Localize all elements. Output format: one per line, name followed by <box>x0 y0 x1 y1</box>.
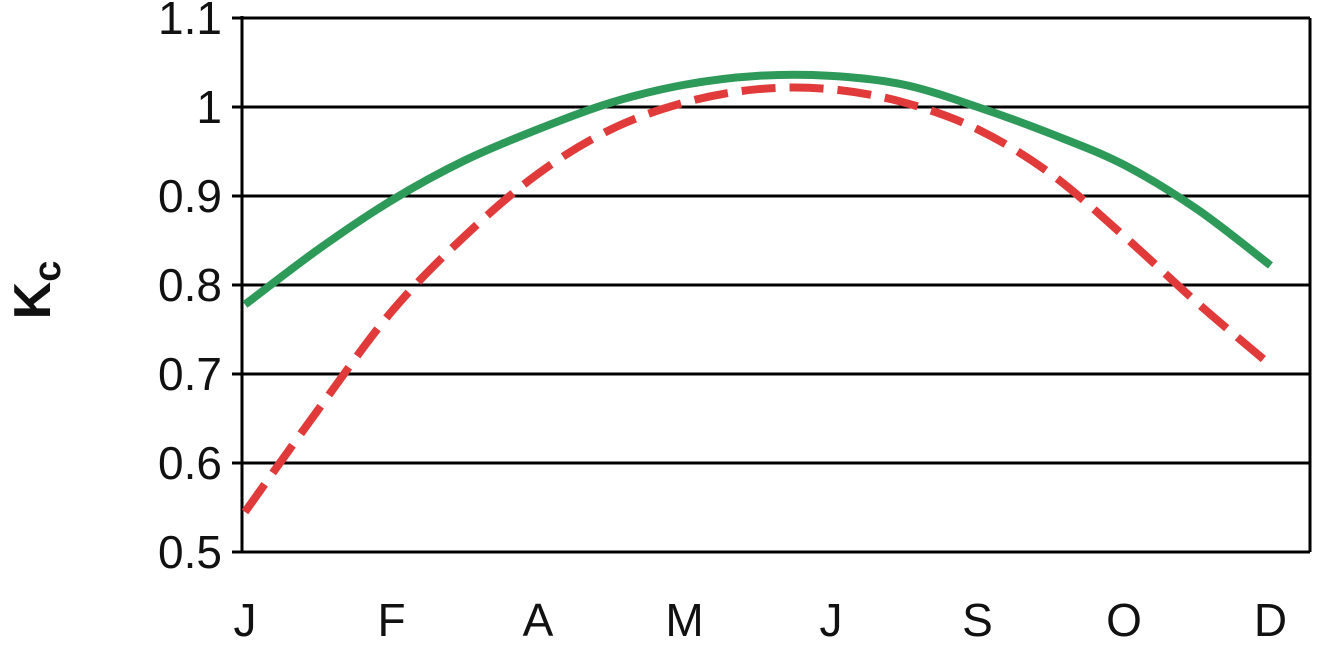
y-tick-labels: 0.5 0.6 0.7 0.8 0.9 1 1.1 <box>158 0 222 578</box>
x-tick-label: D <box>1254 594 1287 646</box>
y-axis-label: Kc <box>4 261 69 320</box>
y-tick-label: 0.9 <box>158 170 222 222</box>
y-tick-label: 0.7 <box>158 348 222 400</box>
y-tick-label: 0.6 <box>158 437 222 489</box>
x-tick-label: J <box>234 594 257 646</box>
x-tick-label: O <box>1106 594 1142 646</box>
y-tick-label: 0.8 <box>158 259 222 311</box>
grid-lines <box>242 16 1310 465</box>
y-tick-label: 0.5 <box>158 526 222 578</box>
series-line-solid <box>242 70 1273 308</box>
x-tick-label: F <box>377 594 405 646</box>
x-tick-label: M <box>665 594 703 646</box>
x-tick-label: S <box>962 594 993 646</box>
y-axis-label-subscript: c <box>27 261 69 282</box>
x-tick-label: J <box>820 594 843 646</box>
y-tick-label: 1.1 <box>158 0 222 44</box>
x-tick-label: A <box>523 594 554 646</box>
series-line-dashed <box>241 83 1274 515</box>
y-axis-label-main: K <box>4 281 62 319</box>
y-tick-label: 1 <box>196 81 222 133</box>
axes <box>232 16 1312 554</box>
series-lines <box>241 70 1274 515</box>
